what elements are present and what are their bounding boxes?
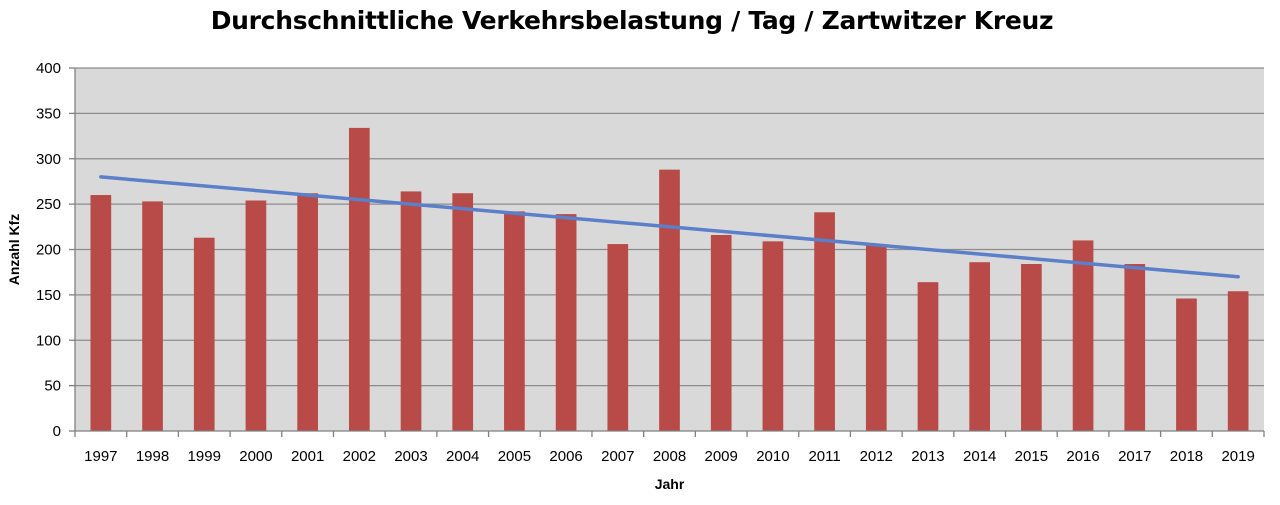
x-tick-label: 2001	[291, 448, 324, 465]
y-tick-label: 50	[44, 378, 61, 395]
y-tick-label: 100	[36, 332, 61, 349]
bar	[348, 127, 370, 432]
bar	[814, 212, 835, 431]
y-tick-label: 0	[53, 423, 61, 440]
x-tick-label: 2019	[1221, 448, 1254, 465]
y-tick-label: 200	[36, 242, 61, 259]
axes	[69, 67, 1265, 437]
x-tick-label: 2002	[343, 448, 376, 465]
bar	[400, 191, 422, 431]
x-tick-label: 2018	[1170, 448, 1203, 465]
bar	[1124, 264, 1146, 431]
bar	[865, 244, 887, 431]
x-tick-label: 2016	[1066, 448, 1099, 465]
tick-labels: 0 50 100 150 200 250 300 350 400 1997 1998 1999 2000…	[36, 60, 1255, 465]
x-tick-label: 2003	[394, 448, 427, 465]
bar	[297, 193, 318, 431]
x-tick-label: 2008	[653, 448, 686, 465]
bar	[1072, 240, 1094, 431]
bar	[452, 193, 474, 431]
x-tick-label: 2005	[498, 448, 531, 465]
x-tick-label: 1997	[84, 448, 117, 465]
x-tick-label: 2010	[756, 448, 789, 465]
trendline	[99, 175, 1240, 279]
bar	[245, 200, 267, 431]
bar	[762, 241, 784, 431]
x-tick-label: 2014	[963, 448, 996, 465]
bar	[193, 237, 215, 431]
bar	[555, 214, 577, 431]
bar	[917, 282, 939, 431]
x-tick-label: 2004	[446, 448, 479, 465]
y-axis-title: Anzahl Kfz	[6, 214, 22, 286]
x-tick-label: 2013	[911, 448, 944, 465]
y-tick-label: 150	[36, 287, 61, 304]
x-tick-label: 2009	[705, 448, 738, 465]
y-tick-label: 300	[36, 151, 61, 168]
bar	[504, 211, 525, 431]
x-tick-label: 2015	[1015, 448, 1048, 465]
x-axis-title: Jahr	[655, 476, 685, 492]
bar	[969, 262, 991, 431]
x-tick-label: 2000	[239, 448, 272, 465]
chart-title: Durchschnittliche Verkehrsbelastung / Ta…	[210, 6, 1054, 35]
x-tick-label: 1999	[188, 448, 221, 465]
bar	[607, 244, 629, 431]
bar	[659, 169, 680, 431]
bar	[142, 201, 163, 431]
y-tick-label: 350	[36, 105, 61, 122]
x-tick-label: 2012	[860, 448, 893, 465]
x-tick-label: 2007	[601, 448, 634, 465]
x-tick-label: 1998	[136, 448, 169, 465]
trendline-layer	[99, 175, 1240, 279]
y-tick-label: 250	[36, 196, 61, 213]
bars	[90, 127, 1249, 432]
bar	[90, 195, 112, 431]
x-tick-label: 2011	[808, 448, 840, 465]
bar	[1176, 298, 1197, 431]
x-tick-label: 2006	[549, 448, 582, 465]
bar	[1227, 291, 1249, 431]
bar	[1021, 264, 1042, 431]
x-tick-label: 2017	[1118, 448, 1151, 465]
bar	[710, 234, 732, 431]
y-tick-label: 400	[36, 60, 61, 77]
